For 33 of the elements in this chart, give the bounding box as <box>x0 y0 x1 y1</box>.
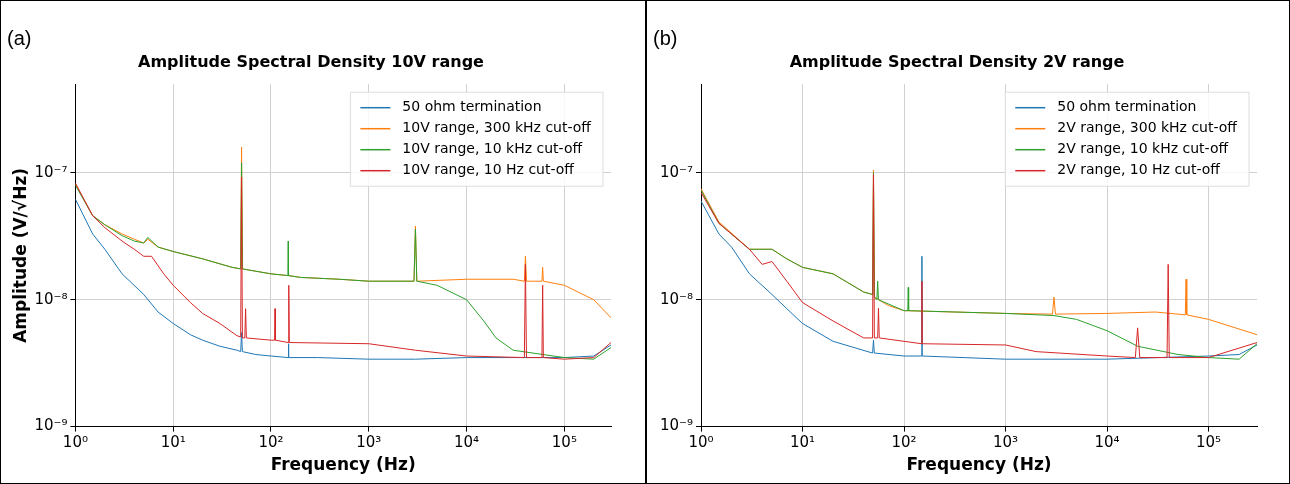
x-tick-label: 10² <box>258 433 284 452</box>
legend-label: 10V range, 300 kHz cut-off <box>402 119 592 136</box>
x-tick-label: 10⁴ <box>1094 433 1120 452</box>
x-tick-label: 10¹ <box>160 433 186 452</box>
legend-label: 10V range, 10 kHz cut-off <box>402 140 583 157</box>
x-tick-label: 10⁰ <box>688 433 714 452</box>
x-axis-title: Frequency (Hz) <box>906 454 1052 475</box>
legend-label: 50 ohm termination <box>402 98 542 115</box>
y-tick-label: 10⁻⁹ <box>659 416 694 435</box>
x-tick-label: 10⁵ <box>551 433 577 452</box>
y-tick-label: 10⁻⁸ <box>34 289 68 308</box>
text: (b) <box>653 27 678 50</box>
x-tick-label: 10⁵ <box>1196 433 1222 452</box>
y-axis-title: Amplitude (V/√Hz) <box>9 167 30 343</box>
y-tick-label: 10⁻⁷ <box>34 162 68 181</box>
x-axis-title: Frequency (Hz) <box>270 454 416 475</box>
x-tick-label: 10³ <box>992 433 1019 452</box>
y-tick-label: 10⁻⁷ <box>659 162 694 181</box>
legend-label: 2V range, 10 Hz cut-off <box>1057 161 1221 178</box>
y-tick-label: 10⁻⁸ <box>659 289 694 308</box>
chart-title: Amplitude Spectral Density 2V range <box>789 51 1125 71</box>
x-tick-label: 10⁴ <box>454 433 480 452</box>
chart-title: Amplitude Spectral Density 10V range <box>138 51 485 71</box>
x-tick-label: 10¹ <box>789 433 816 452</box>
x-tick-label: 10³ <box>356 433 382 452</box>
legend-label: 2V range, 300 kHz cut-off <box>1057 119 1238 136</box>
legend-label: 2V range, 10 kHz cut-off <box>1057 140 1229 157</box>
legend-label: 10V range, 10 Hz cut-off <box>402 161 575 178</box>
x-tick-label: 10² <box>891 433 917 452</box>
legend-label: 50 ohm termination <box>1057 98 1197 115</box>
y-tick-label: 10⁻⁹ <box>34 416 68 435</box>
x-tick-label: 10⁰ <box>62 433 88 452</box>
text: (a) <box>7 27 32 50</box>
